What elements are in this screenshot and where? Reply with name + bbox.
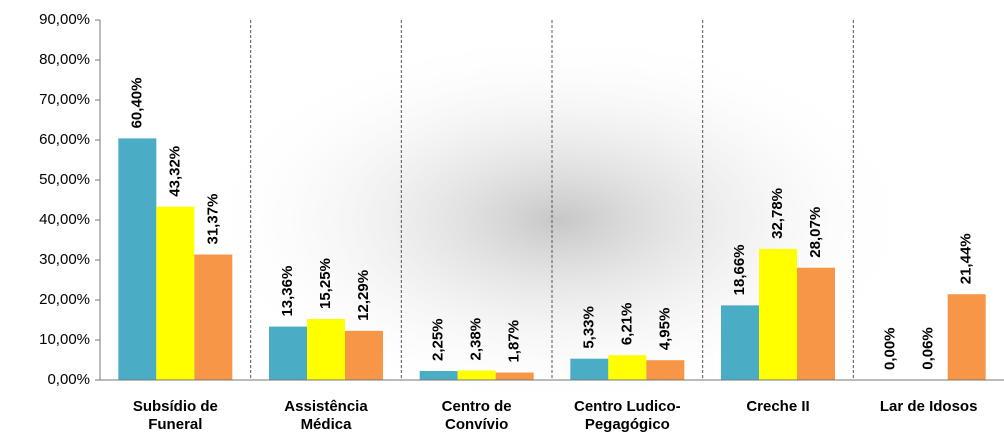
x-tick-label: Creche II [746, 398, 810, 415]
data-label: 31,37% [204, 194, 221, 245]
bar [797, 267, 835, 380]
bar [947, 294, 986, 380]
data-label: 6,21% [618, 303, 635, 346]
data-label: 13,36% [279, 266, 296, 317]
y-tick-label: 80,00% [39, 51, 90, 68]
data-label: 15,25% [317, 258, 334, 309]
bar [495, 372, 534, 380]
y-tick-label: 0,00% [47, 371, 90, 388]
bar [156, 206, 195, 380]
data-label: 43,32% [166, 146, 183, 197]
data-label: 28,07% [807, 207, 824, 258]
data-label: 5,33% [580, 306, 597, 349]
data-label: 0,00% [882, 327, 899, 370]
bar [721, 305, 759, 380]
y-tick-label: 50,00% [39, 171, 90, 188]
x-tick-label: Subsídio de Funeral [132, 398, 218, 433]
bar [118, 138, 157, 380]
bar [194, 254, 233, 380]
bar [419, 371, 458, 380]
x-tick-label: Centro Ludico-Pegagógico [574, 398, 681, 433]
bar [307, 319, 345, 380]
data-label: 21,44% [958, 233, 975, 284]
data-label: 12,29% [355, 270, 372, 321]
bar [345, 330, 383, 380]
y-tick-label: 20,00% [39, 291, 90, 308]
data-label: 0,06% [920, 327, 937, 370]
x-tick-label: Assistência Médica [284, 398, 368, 433]
data-label: 60,40% [128, 78, 145, 129]
data-label: 18,66% [731, 244, 748, 295]
x-tick-label: Centro de Convívio [441, 398, 512, 433]
y-tick-label: 40,00% [39, 211, 90, 228]
data-label: 1,87% [506, 320, 523, 363]
data-label: 2,25% [430, 318, 447, 361]
bar [570, 358, 609, 380]
data-label: 4,95% [656, 308, 673, 351]
y-tick-label: 70,00% [39, 91, 90, 108]
x-tick-label: Lar de Idosos [879, 398, 978, 415]
bar [646, 360, 685, 380]
y-tick-label: 60,00% [39, 131, 90, 148]
bar [759, 248, 797, 380]
bar [457, 370, 496, 380]
bar [269, 326, 307, 380]
bar [608, 355, 647, 380]
y-tick-label: 30,00% [39, 251, 90, 268]
y-tick-label: 10,00% [39, 331, 90, 348]
y-tick-label: 90,00% [39, 11, 90, 28]
data-label: 2,38% [468, 318, 485, 361]
data-label: 32,78% [769, 188, 786, 239]
